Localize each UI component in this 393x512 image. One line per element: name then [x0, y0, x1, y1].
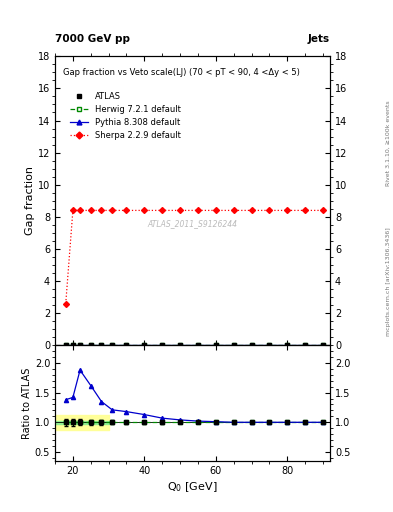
Text: Jets: Jets — [308, 33, 330, 44]
Text: 7000 GeV pp: 7000 GeV pp — [55, 33, 130, 44]
Legend: ATLAS, Herwig 7.2.1 default, Pythia 8.308 default, Sherpa 2.2.9 default: ATLAS, Herwig 7.2.1 default, Pythia 8.30… — [68, 90, 183, 143]
Text: Rivet 3.1.10, ≥100k events: Rivet 3.1.10, ≥100k events — [386, 100, 391, 186]
Text: mcplots.cern.ch [arXiv:1306.3436]: mcplots.cern.ch [arXiv:1306.3436] — [386, 227, 391, 336]
Y-axis label: Ratio to ATLAS: Ratio to ATLAS — [22, 367, 32, 439]
Text: ATLAS_2011_S9126244: ATLAS_2011_S9126244 — [147, 219, 238, 228]
X-axis label: Q$_0$ [GeV]: Q$_0$ [GeV] — [167, 480, 218, 494]
Text: Gap fraction vs Veto scale(LJ) (70 < pT < 90, 4 <Δy < 5): Gap fraction vs Veto scale(LJ) (70 < pT … — [63, 68, 300, 77]
Y-axis label: Gap fraction: Gap fraction — [25, 166, 35, 236]
